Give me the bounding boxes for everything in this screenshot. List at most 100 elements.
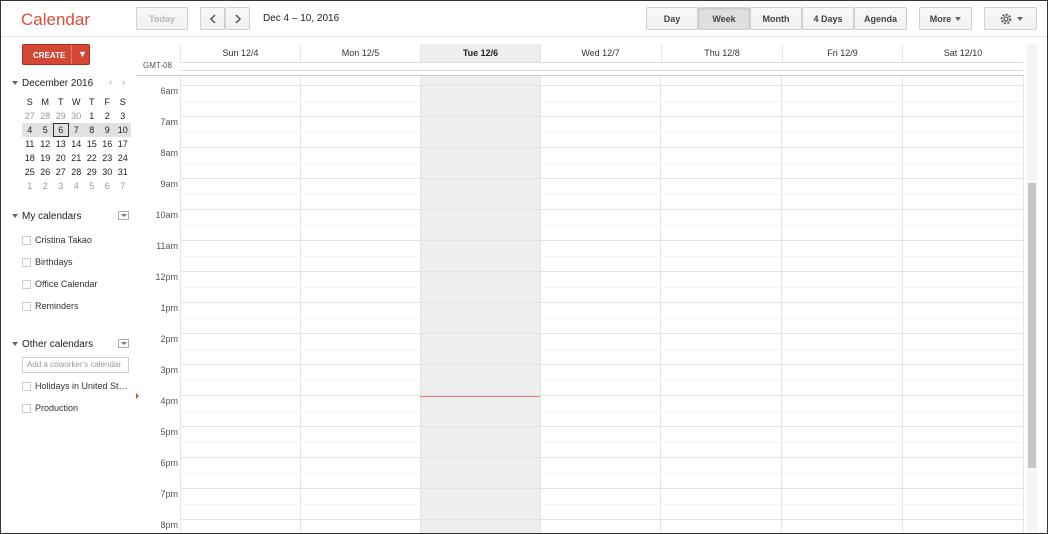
mini-calendar-day[interactable]: 3: [120, 111, 126, 121]
mini-calendar-day[interactable]: 2: [104, 111, 110, 121]
other-calendars-header[interactable]: Other calendars: [12, 339, 93, 350]
time-label: 1pm: [160, 303, 178, 313]
mini-calendar-today[interactable]: 6: [53, 123, 69, 137]
calendar-checkbox[interactable]: [22, 257, 31, 267]
day-header-today[interactable]: Tue 12/6: [420, 44, 540, 62]
mini-calendar-day[interactable]: 13: [55, 139, 66, 149]
calendar-checkbox[interactable]: [22, 235, 31, 245]
mini-calendar-day[interactable]: 11: [25, 139, 35, 149]
half-hour-line: [180, 132, 1023, 133]
previous-week-button[interactable]: [200, 7, 225, 30]
mini-calendar-next-icon[interactable]: ›: [122, 77, 125, 87]
next-week-button[interactable]: [225, 7, 250, 30]
column-divider: [1023, 76, 1024, 533]
mini-calendar-day[interactable]: 1: [89, 111, 95, 121]
my-calendars-header[interactable]: My calendars: [12, 211, 81, 222]
mini-calendar-day[interactable]: 23: [102, 153, 113, 163]
calendar-checkbox[interactable]: [22, 403, 31, 413]
weekday-header: M: [41, 97, 50, 107]
time-label: 6pm: [160, 458, 178, 468]
quick-add-dropdown-icon[interactable]: ▼: [78, 49, 87, 59]
more-button[interactable]: More: [919, 7, 972, 30]
mini-calendar-day[interactable]: 30: [71, 111, 82, 121]
calendar-item-reminders[interactable]: Reminders: [22, 301, 79, 311]
mini-calendar-day[interactable]: 7: [120, 181, 126, 191]
mini-calendar-day[interactable]: 27: [55, 167, 66, 177]
day-header-mon[interactable]: Mon 12/5: [300, 44, 420, 62]
mini-calendar-header[interactable]: December 2016: [12, 78, 93, 89]
calendar-item-production[interactable]: Production: [22, 403, 78, 413]
mini-calendar-day[interactable]: 5: [89, 181, 95, 191]
calendar-item-office-calendar[interactable]: Office Calendar: [22, 279, 97, 289]
all-day-row[interactable]: [180, 62, 1023, 71]
mini-calendar-day[interactable]: 31: [117, 167, 128, 177]
scrollbar-thumb[interactable]: [1028, 183, 1036, 468]
mini-calendar-day[interactable]: 30: [102, 167, 113, 177]
mini-calendar-day[interactable]: 14: [71, 139, 82, 149]
day-headers: Sun 12/4 Mon 12/5 Tue 12/6 Wed 12/7 Thu …: [180, 44, 1023, 62]
mini-calendar-week: 11 12 13 14 15 16 17: [22, 137, 131, 151]
half-hour-line: [180, 194, 1023, 195]
mini-calendar-day[interactable]: 1: [27, 181, 33, 191]
mini-calendar-day[interactable]: 12: [40, 139, 51, 149]
calendar-item-cristina-takao[interactable]: Cristina Takao: [22, 235, 92, 245]
calendar-checkbox[interactable]: [22, 301, 31, 311]
mini-calendar-day[interactable]: 27: [24, 111, 35, 121]
weekday-header: S: [26, 97, 33, 107]
mini-calendar-day[interactable]: 22: [86, 153, 97, 163]
mini-calendar-day[interactable]: 21: [71, 153, 82, 163]
calendar-item-holidays[interactable]: Holidays in United St…: [22, 381, 128, 391]
add-coworker-input[interactable]: Add a coworker's calendar: [22, 357, 129, 373]
mini-calendar-day[interactable]: 16: [102, 139, 113, 149]
half-hour-line: [180, 411, 1023, 412]
mini-calendar-day[interactable]: 8: [84, 123, 100, 137]
settings-button[interactable]: [984, 7, 1037, 30]
mini-calendar-day[interactable]: 26: [40, 167, 51, 177]
mini-calendar-day[interactable]: 3: [58, 181, 64, 191]
mini-calendar-day[interactable]: 18: [24, 153, 35, 163]
mini-calendar-day[interactable]: 24: [117, 153, 128, 163]
day-header-thu[interactable]: Thu 12/8: [661, 44, 782, 62]
day-header-wed[interactable]: Wed 12/7: [540, 44, 660, 62]
mini-calendar-day[interactable]: 9: [99, 123, 115, 137]
view-day-button[interactable]: Day: [646, 7, 698, 30]
mini-calendar-day[interactable]: 25: [24, 167, 35, 177]
mini-calendar-day[interactable]: 29: [86, 167, 97, 177]
timezone-label: GMT-08: [143, 61, 172, 70]
view-agenda-button[interactable]: Agenda: [854, 7, 907, 30]
mini-calendar-day[interactable]: 28: [71, 167, 82, 177]
mini-calendar-day[interactable]: 5: [37, 123, 53, 137]
time-label: 8am: [160, 148, 178, 158]
day-header-fri[interactable]: Fri 12/9: [782, 44, 902, 62]
mini-calendar-day[interactable]: 6: [104, 181, 110, 191]
calendar-checkbox[interactable]: [22, 279, 31, 289]
mini-calendar-day[interactable]: 7: [68, 123, 84, 137]
other-calendars-label: Other calendars: [22, 339, 94, 350]
my-calendars-menu-icon[interactable]: [118, 211, 129, 220]
time-grid[interactable]: 6am 7am 8am 9am 10am 11am 12pm 1pm 2pm 3…: [136, 75, 1024, 533]
mini-calendar-day[interactable]: 29: [55, 111, 66, 121]
mini-calendar-day[interactable]: 4: [22, 123, 38, 137]
mini-calendar-prev-icon[interactable]: ‹: [109, 77, 112, 87]
view-month-button[interactable]: Month: [750, 7, 802, 30]
mini-calendar-day[interactable]: 28: [40, 111, 51, 121]
other-calendars-menu-icon[interactable]: [118, 339, 129, 348]
hour-line: [180, 302, 1023, 303]
mini-calendar-day[interactable]: 4: [73, 181, 79, 191]
mini-calendar-day[interactable]: 17: [117, 139, 128, 149]
today-button[interactable]: Today: [136, 7, 188, 30]
mini-calendar-day[interactable]: 15: [86, 139, 97, 149]
mini-calendar-day[interactable]: 20: [55, 153, 66, 163]
create-event-button[interactable]: CREATE ▼: [22, 44, 90, 65]
calendar-item-label: Office Calendar: [35, 279, 98, 289]
vertical-scrollbar[interactable]: [1027, 44, 1037, 533]
view-week-button[interactable]: Week: [698, 7, 750, 30]
day-header-sun[interactable]: Sun 12/4: [180, 44, 300, 62]
view-4days-button[interactable]: 4 Days: [802, 7, 854, 30]
calendar-checkbox[interactable]: [22, 381, 31, 391]
day-header-sat[interactable]: Sat 12/10: [902, 44, 1023, 62]
mini-calendar-day[interactable]: 19: [40, 153, 51, 163]
mini-calendar-day[interactable]: 10: [115, 123, 131, 137]
calendar-item-birthdays[interactable]: Birthdays: [22, 257, 73, 267]
mini-calendar-day[interactable]: 2: [42, 181, 48, 191]
